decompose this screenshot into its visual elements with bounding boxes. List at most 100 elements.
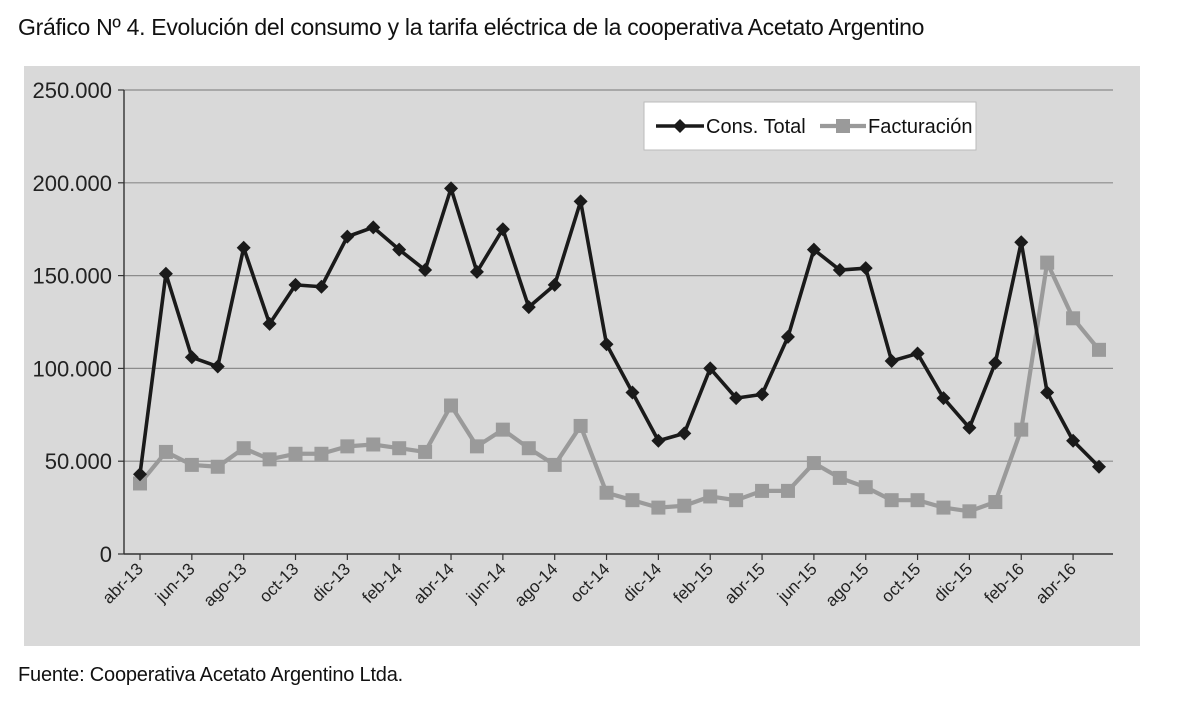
- x-tick-label: dic-14: [619, 559, 665, 605]
- data-point: [158, 266, 173, 281]
- x-tick-label: oct-15: [878, 559, 925, 606]
- data-point: [521, 300, 536, 315]
- data-point: [729, 493, 744, 508]
- data-point: [1066, 433, 1081, 448]
- data-point: [988, 495, 1003, 510]
- data-point: [832, 470, 847, 485]
- x-tick-label: dic-15: [930, 559, 976, 605]
- data-point: [288, 277, 303, 292]
- series-line: [138, 186, 1101, 475]
- series-facturacion: [133, 255, 1106, 519]
- data-point: [184, 457, 199, 472]
- data-point: [910, 493, 925, 508]
- data-point: [262, 316, 277, 331]
- data-point: [210, 359, 225, 374]
- data-point: [547, 457, 562, 472]
- data-point: [703, 361, 718, 376]
- line-chart: 0 50.000 100.000 150.000 200.000 250.000 abr-1…: [32, 78, 1113, 610]
- x-tick-label: jun-14: [462, 559, 510, 607]
- grid-lines: [124, 89, 1113, 462]
- data-point: [366, 437, 381, 452]
- data-point: [884, 353, 899, 368]
- data-point: [133, 476, 147, 491]
- legend-marker: [836, 119, 850, 133]
- legend-label: Cons. Total: [706, 116, 806, 138]
- data-point: [1066, 311, 1081, 326]
- data-point: [314, 279, 329, 294]
- data-point: [884, 493, 899, 508]
- data-point: [858, 261, 873, 276]
- data-point: [780, 329, 795, 344]
- x-tick-label: ago-14: [511, 559, 562, 610]
- legend: Cons. Total Facturación: [643, 101, 977, 151]
- data-point: [755, 387, 770, 402]
- data-point: [262, 452, 277, 467]
- data-point: [314, 446, 329, 461]
- y-tick-label: 100.000: [32, 356, 112, 381]
- data-point: [936, 500, 951, 515]
- series-layer: [133, 181, 1106, 519]
- data-point: [703, 489, 718, 504]
- x-tick-label: abr-15: [721, 559, 769, 607]
- x-tick-label: oct-13: [255, 559, 302, 606]
- data-point: [858, 480, 873, 495]
- data-point: [962, 420, 977, 435]
- data-point: [521, 441, 536, 456]
- legend-label: Facturación: [868, 116, 973, 138]
- x-tick-label: ago-15: [822, 559, 873, 610]
- y-tick-label: 200.000: [32, 171, 112, 196]
- data-point: [418, 444, 433, 459]
- data-point: [366, 220, 381, 235]
- data-point: [444, 181, 459, 196]
- data-point: [469, 439, 484, 454]
- data-point: [210, 459, 225, 474]
- x-tick-label: feb-14: [358, 559, 406, 607]
- series-cons-total: [133, 181, 1106, 482]
- x-tick-label: abr-14: [410, 559, 458, 607]
- data-point: [340, 439, 355, 454]
- data-point: [392, 441, 407, 456]
- y-tick-label: 50.000: [45, 449, 112, 474]
- data-point: [625, 493, 640, 508]
- x-tick-label: ago-13: [200, 559, 251, 610]
- data-point: [184, 350, 199, 365]
- data-point: [1014, 235, 1029, 250]
- data-point: [651, 500, 666, 515]
- page-title: Gráfico Nº 4. Evolución del consumo y la…: [18, 14, 925, 40]
- data-point: [418, 263, 433, 278]
- data-point: [755, 483, 770, 498]
- data-point: [1092, 342, 1106, 357]
- data-point: [832, 263, 847, 278]
- data-point: [1092, 459, 1106, 474]
- legend-box: [643, 101, 977, 151]
- data-point: [806, 456, 821, 471]
- data-point: [1040, 385, 1055, 400]
- data-point: [625, 385, 640, 400]
- x-tick-label: feb-16: [981, 559, 1029, 607]
- axes: 0 50.000 100.000 150.000 200.000 250.000 abr-1…: [32, 78, 1113, 610]
- data-point: [158, 444, 173, 459]
- data-point: [444, 398, 459, 413]
- chart-panel: 0 50.000 100.000 150.000 200.000 250.000 abr-1…: [24, 66, 1140, 646]
- data-point: [677, 498, 692, 513]
- data-point: [573, 418, 588, 433]
- data-point: [547, 277, 562, 292]
- data-point: [651, 433, 666, 448]
- data-point: [573, 194, 588, 209]
- data-point: [729, 391, 744, 406]
- x-tick-label: jun-13: [151, 559, 199, 607]
- data-point: [962, 504, 977, 519]
- x-tick-label: abr-16: [1032, 559, 1080, 607]
- data-point: [236, 441, 251, 456]
- data-point: [1014, 422, 1029, 437]
- y-tick-label: 0: [100, 542, 112, 567]
- data-point: [599, 485, 614, 500]
- data-point: [392, 242, 407, 257]
- x-tick-label: oct-14: [567, 559, 614, 606]
- data-point: [236, 240, 251, 255]
- data-point: [340, 229, 355, 244]
- legend-marker: [673, 119, 687, 133]
- data-point: [1040, 255, 1055, 270]
- data-point: [495, 422, 510, 437]
- data-point: [780, 483, 795, 498]
